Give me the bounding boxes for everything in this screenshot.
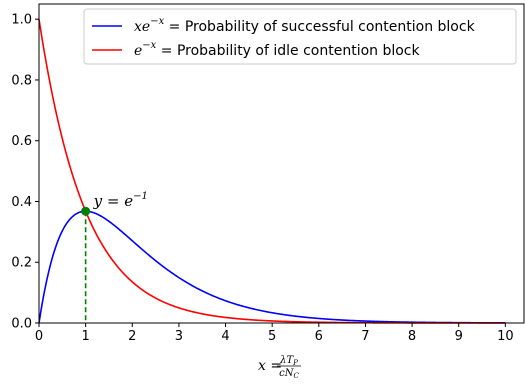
annotation-point	[81, 206, 91, 216]
x-tick-label: 10	[497, 329, 514, 344]
x-tick-label: 3	[175, 329, 183, 344]
plot-area	[38, 19, 506, 324]
axes: 0 1 2 3 4 5 6 7 8 9 10 0.0 0.2 0.4 0.6 0.8 1.0	[11, 3, 525, 344]
x-tick-label: 6	[315, 329, 323, 344]
x-tick-label: 9	[455, 329, 463, 344]
annotation-label: y = e−1	[93, 191, 148, 210]
series-line-1	[38, 19, 506, 324]
y-tick-label: 0.0	[11, 317, 32, 332]
y-tick-label: 0.8	[11, 73, 32, 88]
x-tick-label: 1	[81, 329, 89, 344]
y-tick-label: 0.4	[11, 195, 32, 210]
x-label-numerator: λTP	[279, 355, 298, 367]
y-tick-label: 0.2	[11, 256, 32, 271]
x-tick-label: 4	[221, 329, 229, 344]
x-tick-label: 8	[408, 329, 416, 344]
legend-box	[83, 8, 517, 65]
x-tick-label: 5	[268, 329, 276, 344]
x-label-denominator: cNC	[279, 368, 299, 380]
series-line-0	[38, 210, 506, 324]
legend-entry-1: e−x = Probability of idle contention blo…	[134, 40, 421, 59]
annotation: y = e−1	[81, 191, 148, 323]
legend-entry-0: xe−x = Probability of successful content…	[134, 16, 476, 35]
x-label-main: x =	[258, 358, 282, 374]
axes-frame	[38, 3, 525, 324]
x-tick-label: 7	[361, 329, 369, 344]
y-tick-label: 1.0	[11, 13, 32, 28]
x-tick-label: 2	[128, 329, 136, 344]
y-tick-label: 0.6	[11, 134, 32, 149]
legend: xe−x = Probability of successful content…	[83, 8, 517, 65]
x-tick-label: 0	[35, 329, 43, 344]
